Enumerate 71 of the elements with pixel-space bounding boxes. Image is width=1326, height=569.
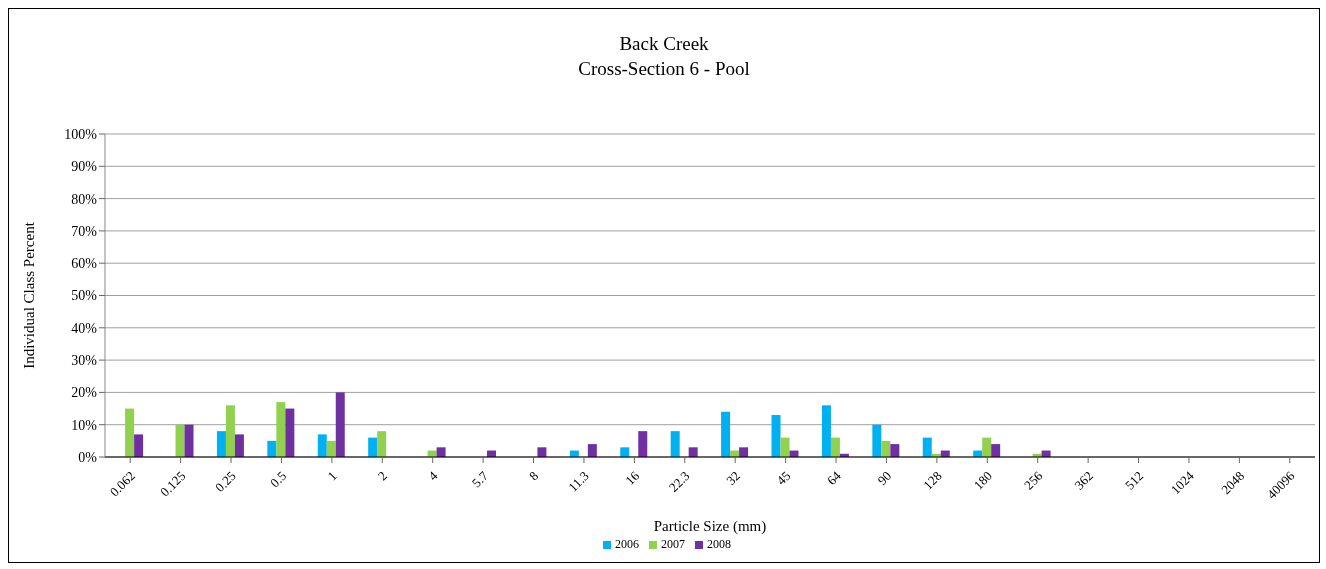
x-tick-label: 1	[324, 468, 340, 484]
bar	[739, 447, 749, 457]
bar	[285, 408, 295, 457]
legend-label: 2008	[707, 537, 731, 551]
bar	[991, 444, 1001, 457]
bar	[830, 437, 840, 457]
x-tick-label: 22.3	[665, 468, 693, 495]
bar	[368, 437, 378, 457]
y-tick-label: 40%	[71, 320, 98, 336]
x-tick-label: 362	[1071, 468, 1096, 493]
y-tick-label: 70%	[71, 223, 98, 239]
x-tick-label: 4	[425, 467, 441, 484]
bar	[922, 437, 932, 457]
legend-label: 2007	[661, 537, 685, 551]
bar	[125, 408, 135, 457]
bar	[134, 434, 144, 457]
x-tick-label: 0.5	[267, 468, 290, 491]
x-tick-label: 64	[824, 467, 845, 488]
bar	[890, 444, 900, 457]
bar	[771, 415, 781, 457]
bar	[881, 440, 891, 457]
chart-subtitle: Cross-Section 6 - Pool	[577, 57, 751, 81]
x-tick-label: 16	[622, 467, 643, 488]
x-tick-label: 2	[374, 468, 391, 484]
x-tick-label: 32	[723, 468, 743, 488]
x-tick-label: 128	[920, 468, 945, 493]
y-tick-label: 80%	[71, 191, 98, 207]
y-tick-label: 50%	[71, 288, 98, 304]
y-tick-label: 90%	[71, 159, 98, 175]
bar	[670, 431, 680, 457]
bar	[688, 447, 698, 457]
x-tick-label: 11.3	[565, 468, 592, 495]
legend-label: 2006	[615, 537, 639, 551]
bar	[377, 431, 387, 457]
bar	[537, 447, 547, 457]
y-tick-label: 100%	[64, 126, 98, 142]
y-tick-label: 60%	[71, 256, 98, 272]
y-axis-title: Individual Class Percent	[21, 221, 38, 369]
x-tick-label: 0.25	[212, 468, 239, 495]
x-tick-label: 256	[1021, 467, 1046, 493]
bar	[638, 431, 648, 457]
bar	[267, 440, 277, 457]
bar	[234, 434, 244, 457]
chart-title: Back Creek	[618, 32, 710, 56]
bar	[216, 431, 226, 457]
bar	[620, 447, 630, 457]
y-tick-label: 30%	[71, 353, 98, 369]
bar	[276, 402, 286, 457]
bar	[721, 411, 731, 457]
x-tick-label: 512	[1121, 468, 1147, 493]
x-axis-title: Particle Size (mm)	[653, 518, 767, 535]
bar	[335, 392, 345, 457]
y-tick-label: 10%	[71, 417, 98, 433]
bar	[225, 405, 235, 457]
x-tick-label: 8	[526, 468, 542, 484]
bar	[184, 424, 194, 457]
x-tick-label: 180	[970, 468, 996, 493]
bar	[872, 424, 882, 457]
bar	[175, 424, 185, 457]
bar	[982, 437, 992, 457]
bar	[780, 437, 790, 457]
bar	[317, 434, 327, 457]
x-tick-label: 45	[773, 468, 794, 488]
y-tick-label: 0%	[78, 449, 98, 465]
bar	[326, 440, 336, 457]
bar	[436, 447, 446, 457]
x-tick-label: 5.7	[468, 467, 492, 491]
y-tick-label: 20%	[71, 385, 98, 401]
bar	[587, 444, 597, 457]
bar	[821, 405, 831, 457]
x-tick-label: 90	[874, 468, 895, 488]
